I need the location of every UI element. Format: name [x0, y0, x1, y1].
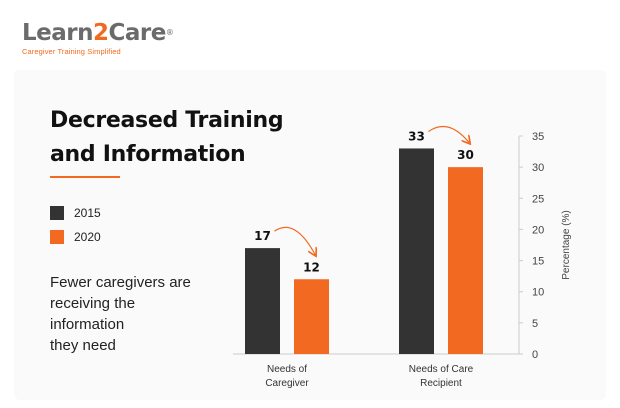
- x-category-label: Recipient: [420, 378, 462, 389]
- note-line-2: receiving the: [50, 295, 136, 312]
- legend-item-2015: 2015: [50, 205, 101, 221]
- bar-2015-0: [245, 248, 280, 354]
- logo-name-2: 2: [93, 20, 109, 46]
- y-tick-label: 20: [532, 224, 544, 236]
- y-tick-label: 35: [532, 131, 544, 143]
- legend-item-2020: 2020: [50, 229, 101, 245]
- bar-2020-0: [294, 279, 329, 354]
- y-tick-label: 0: [532, 349, 538, 361]
- page-title: Decreased Training and Information: [50, 104, 310, 172]
- y-tick-label: 30: [532, 162, 544, 174]
- title-line-1: Decreased Training: [50, 108, 284, 133]
- bar-data-label: 30: [457, 148, 474, 162]
- title-line-2: and Information: [50, 142, 246, 167]
- x-category-label: Needs of: [267, 364, 307, 375]
- bar-2020-1: [448, 167, 483, 354]
- y-axis-label: Percentage (%): [561, 210, 572, 279]
- learn2care-logo: Learn2Care® Caregiver Training Simplifie…: [22, 20, 174, 56]
- legend-swatch-2020: [50, 230, 64, 244]
- decrease-arrow: [428, 125, 470, 144]
- y-tick-label: 15: [532, 256, 544, 268]
- note-line-4: they need: [50, 337, 116, 354]
- y-tick-label: 10: [532, 287, 544, 299]
- legend-label-2020: 2020: [74, 230, 101, 244]
- decrease-arrow: [274, 226, 316, 255]
- x-category-label: Caregiver: [265, 378, 309, 389]
- bar-data-label: 17: [254, 229, 271, 243]
- bar-2015-1: [399, 148, 434, 354]
- y-tick-label: 5: [532, 318, 538, 330]
- summary-note: Fewer caregivers are receiving the infor…: [50, 272, 220, 356]
- x-category-label: Needs of Care: [409, 364, 474, 375]
- logo-wordmark: Learn2Care®: [22, 20, 174, 46]
- logo-tagline: Caregiver Training Simplified: [22, 47, 121, 56]
- bar-data-label: 33: [408, 129, 425, 143]
- title-underline: [50, 176, 120, 178]
- legend-swatch-2015: [50, 206, 64, 220]
- y-tick-label: 25: [532, 193, 544, 205]
- legend-label-2015: 2015: [74, 206, 101, 220]
- logo-registered-mark: ®: [165, 28, 174, 37]
- bar-data-label: 12: [303, 260, 320, 274]
- note-line-1: Fewer caregivers are: [50, 274, 191, 291]
- logo-name-learn: Learn: [22, 20, 94, 46]
- logo-name-care: Care: [108, 20, 167, 46]
- note-line-3: information: [50, 316, 125, 333]
- chart-legend: 2015 2020: [50, 205, 101, 253]
